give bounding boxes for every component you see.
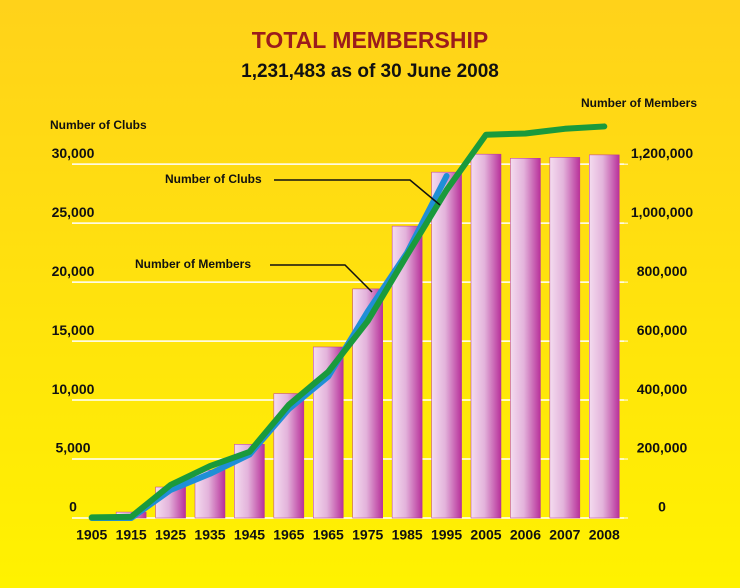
y2-tick-label: 1,000,000 (631, 204, 693, 220)
y2-tick-label: 200,000 (637, 440, 688, 456)
annotation-leader (270, 264, 373, 293)
x-tick-label: 1945 (234, 527, 265, 543)
x-tick-label: 1995 (431, 527, 462, 543)
y2-tick-label: 0 (658, 499, 666, 515)
y2-axis-title: Number of Members (581, 96, 697, 110)
x-tick-label: 2005 (470, 527, 501, 543)
x-tick-label: 1965 (313, 527, 344, 543)
y2-tick-label: 600,000 (637, 322, 688, 338)
y-tick-label: 25,000 (52, 204, 95, 220)
y-tick-label: 5,000 (55, 440, 90, 456)
x-tick-label: 1975 (352, 527, 383, 543)
bar (470, 153, 502, 519)
y-tick-label: 30,000 (52, 145, 95, 161)
x-tick-label: 1965 (273, 527, 304, 543)
x-tick-label: 2007 (549, 527, 580, 543)
bar (589, 154, 620, 519)
bar (431, 171, 462, 519)
x-tick-label: 2006 (510, 527, 541, 543)
annotation: Number of Clubs (165, 172, 262, 186)
annotation-leader (274, 179, 441, 206)
y-tick-label: 20,000 (52, 263, 95, 279)
y-tick-label: 0 (69, 499, 77, 515)
annotation: Number of Members (135, 257, 251, 271)
x-tick-label: 1985 (392, 527, 423, 543)
y-tick-label: 10,000 (52, 381, 95, 397)
y-axis-title: Number of Clubs (50, 118, 147, 132)
x-tick-label: 1915 (116, 527, 147, 543)
x-tick-label: 1935 (194, 527, 225, 543)
y-tick-label: 15,000 (52, 322, 95, 338)
y2-tick-label: 800,000 (637, 263, 688, 279)
bar (549, 157, 581, 519)
x-tick-label: 1905 (76, 527, 107, 543)
x-tick-label: 1925 (155, 527, 186, 543)
line (88, 123, 608, 521)
x-tick-label: 2008 (589, 527, 620, 543)
y2-tick-label: 400,000 (637, 381, 688, 397)
bar (510, 158, 541, 519)
y2-tick-label: 1,200,000 (631, 145, 693, 161)
chart-subtitle: 1,231,483 as of 30 June 2008 (241, 61, 499, 82)
chart-title: TOTAL MEMBERSHIP (252, 27, 488, 53)
